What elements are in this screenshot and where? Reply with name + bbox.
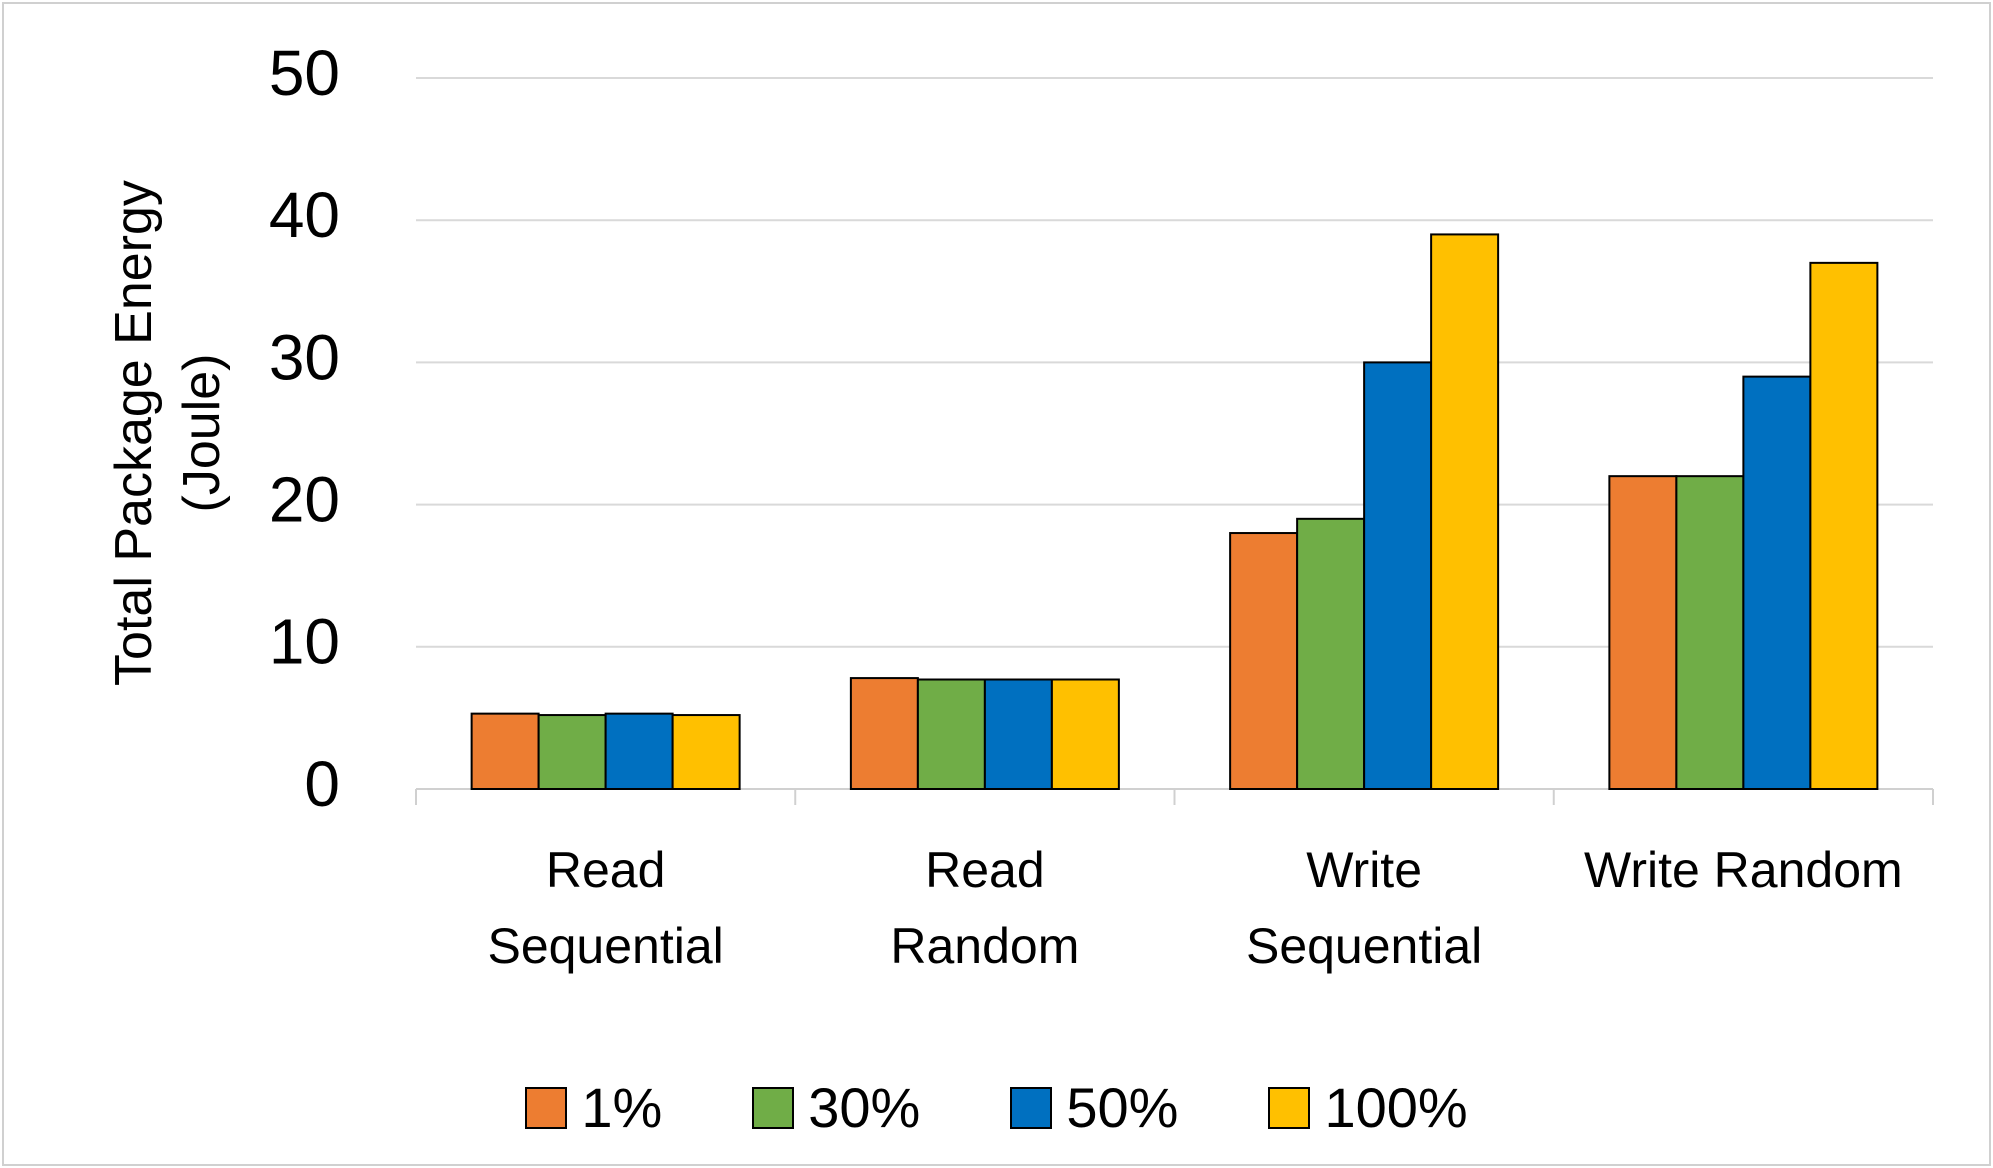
y-tick-label: 40 [269, 179, 340, 251]
x-tick-label: Read Random [890, 842, 1080, 974]
bar [604, 712, 674, 790]
legend-label: 100% [1324, 1076, 1468, 1139]
y-tick-label: 30 [269, 321, 340, 393]
bar [1296, 517, 1366, 790]
bar [537, 714, 607, 791]
bar [916, 678, 986, 790]
bar [1675, 475, 1745, 790]
legend-swatch [1010, 1086, 1053, 1129]
y-tick-label: 10 [269, 606, 340, 678]
bar [671, 714, 741, 791]
bar [849, 677, 919, 790]
bar [1363, 361, 1433, 790]
legend-swatch [1268, 1086, 1311, 1129]
y-tick-label: 0 [304, 748, 340, 820]
legend-label: 50% [1066, 1076, 1179, 1139]
bar [983, 678, 1053, 790]
y-tick-label: 20 [269, 464, 340, 536]
legend-item: 50% [1010, 1075, 1178, 1140]
legend-item: 100% [1268, 1075, 1468, 1140]
legend-swatch [525, 1086, 568, 1129]
y-axis-title: Total Package Energy (Joule) [105, 180, 231, 686]
bar [1050, 678, 1120, 790]
bar [1229, 532, 1299, 790]
legend-label: 30% [808, 1076, 921, 1139]
legend-item: 30% [752, 1075, 920, 1140]
bar [1809, 261, 1879, 790]
x-tick-label: Write Sequential [1245, 842, 1483, 974]
bar [1608, 475, 1678, 790]
x-tick-label: Write Random [1584, 842, 1903, 898]
y-tick-label: 50 [269, 37, 340, 109]
legend-label: 1% [581, 1076, 663, 1139]
bar [1742, 375, 1812, 790]
bar [470, 712, 540, 790]
legend-swatch [752, 1086, 795, 1129]
bar [1430, 233, 1500, 791]
legend: 1% 30% 50% 100% [0, 1075, 1993, 1140]
legend-item: 1% [525, 1075, 662, 1140]
x-tick-label: Read Sequential [487, 842, 724, 974]
